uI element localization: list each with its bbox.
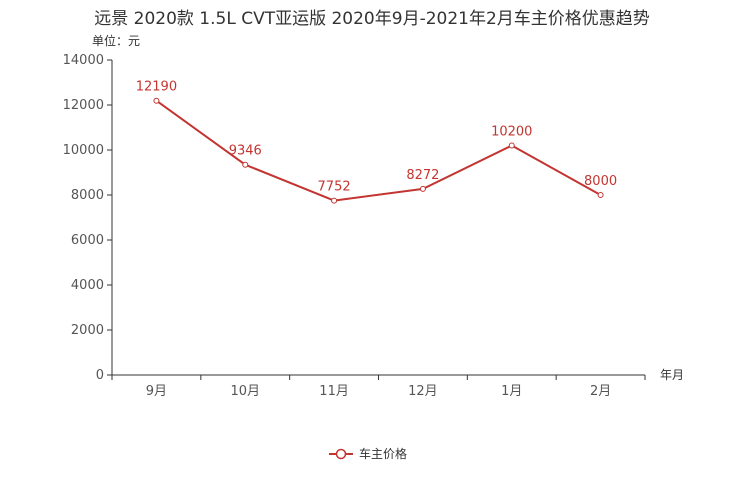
y-tick-label: 2000 <box>71 323 104 338</box>
series-line <box>155 99 602 202</box>
data-point[interactable] <box>419 185 426 192</box>
data-label: 10200 <box>491 125 532 140</box>
data-point[interactable] <box>331 197 338 204</box>
data-label: 8272 <box>406 168 439 183</box>
x-tick-label: 10月 <box>230 384 260 399</box>
legend[interactable]: 车主价格 <box>329 446 407 461</box>
x-tick-label: 1月 <box>501 384 522 399</box>
data-point[interactable] <box>597 192 604 198</box>
data-point[interactable] <box>508 142 515 149</box>
y-tick-label: 4000 <box>71 278 104 293</box>
y-tick-label: 10000 <box>63 143 104 158</box>
x-tick-label: 2月 <box>590 384 611 399</box>
y-tick-label: 12000 <box>63 98 104 113</box>
legend-marker-icon <box>335 448 347 460</box>
data-point[interactable] <box>153 97 160 104</box>
data-point[interactable] <box>242 161 249 168</box>
data-label: 7752 <box>318 180 351 195</box>
data-label: 12190 <box>136 80 177 95</box>
y-tick-label: 6000 <box>71 233 104 248</box>
data-label: 8000 <box>584 174 617 189</box>
x-axis-label: 年月 <box>660 368 684 382</box>
y-tick-label: 0 <box>96 368 104 383</box>
y-tick-label: 8000 <box>71 188 104 203</box>
axes: 0 2000 4000 6000 8000 10000 12000 14000 9月 10月 11月… <box>63 53 646 399</box>
x-tick-label: 9月 <box>146 384 167 399</box>
legend-label: 车主价格 <box>359 446 407 461</box>
x-tick-label: 11月 <box>319 384 349 399</box>
series-layer: 12190 9346 7752 8272 10200 8000 <box>136 80 617 204</box>
y-tick-label: 14000 <box>63 53 104 68</box>
y-axis-label: 单位：元 <box>92 33 140 48</box>
chart-title: 远景 2020款 1.5L CVT亚运版 2020年9月-2021年2月车主价格… <box>94 9 650 29</box>
x-tick-label: 12月 <box>408 384 438 399</box>
data-label: 9346 <box>229 144 262 159</box>
